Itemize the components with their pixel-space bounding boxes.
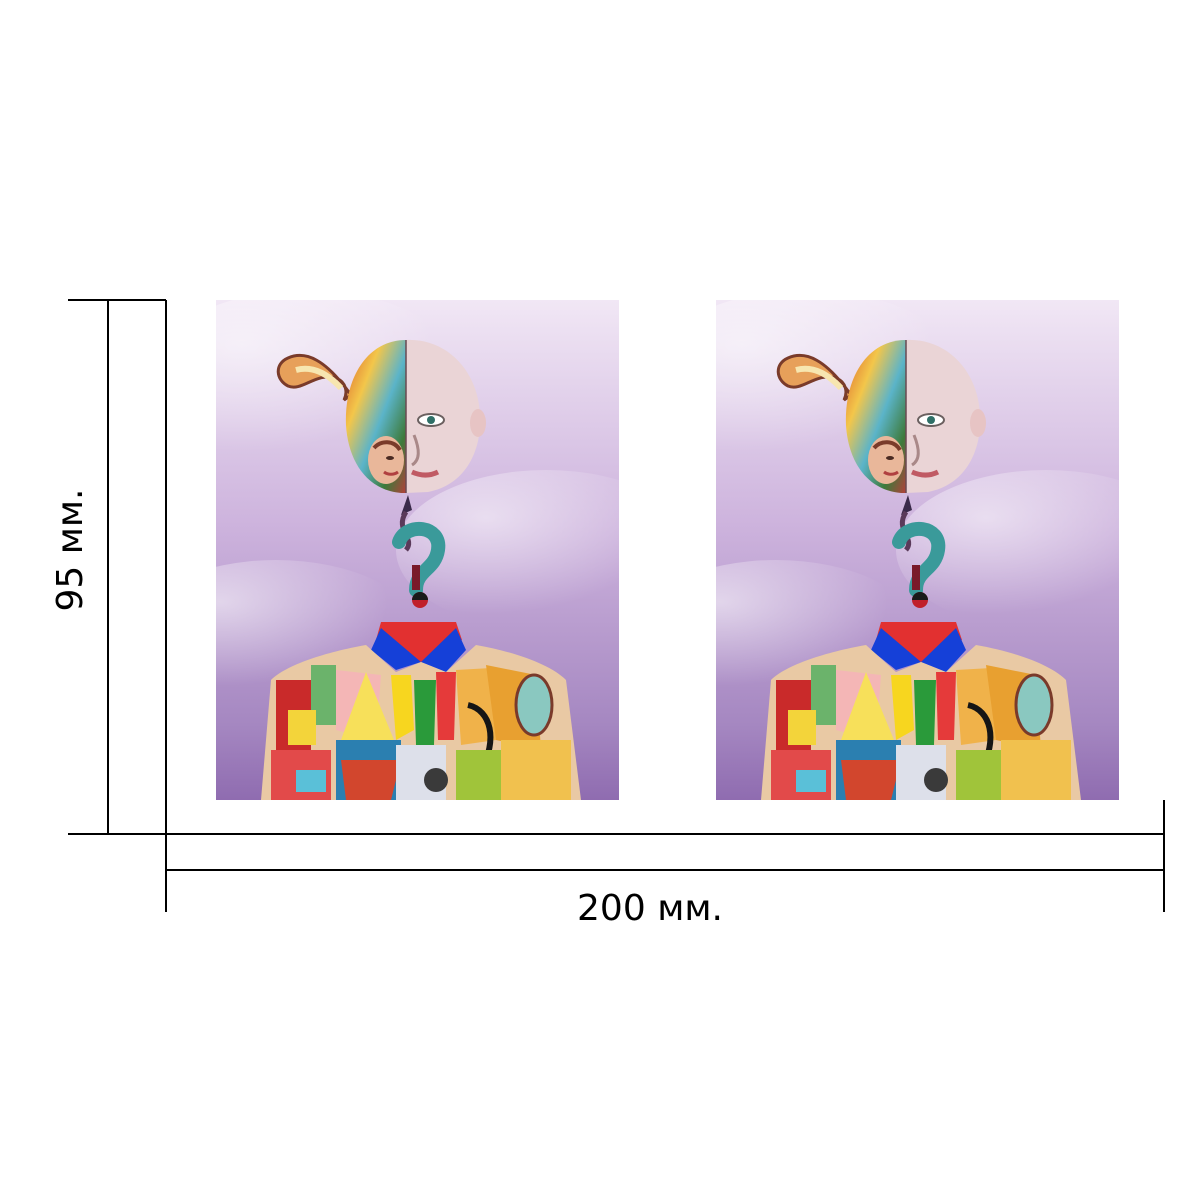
width-label: 200 мм. (577, 888, 723, 929)
print-panel-left (136, 290, 696, 800)
width-dimension-lines (165, 800, 1165, 912)
print-panel-right (636, 290, 1196, 800)
height-dimension-lines (68, 299, 167, 835)
height-label: 95 мм. (50, 488, 91, 612)
